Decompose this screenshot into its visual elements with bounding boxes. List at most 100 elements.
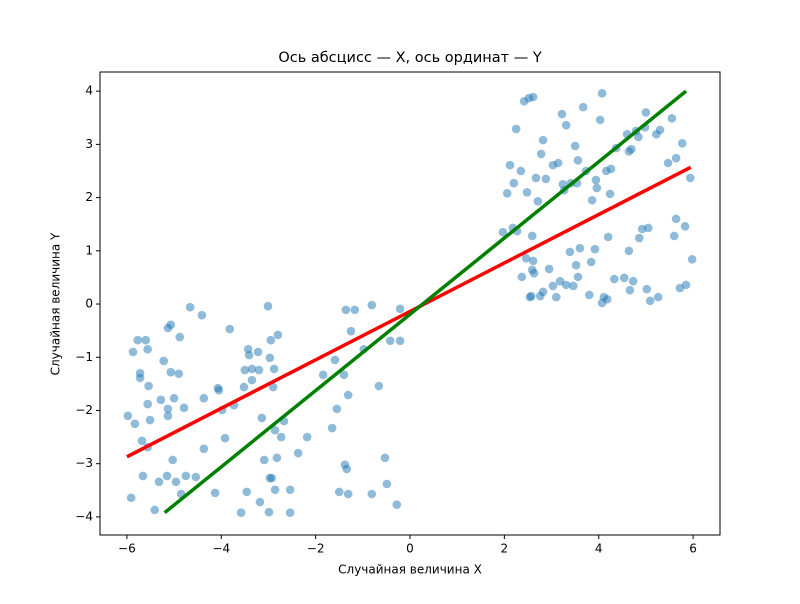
y-tick-label: 1 [85, 243, 93, 257]
point [565, 247, 575, 257]
point [162, 471, 172, 481]
point [168, 455, 177, 465]
y-axis-label: Случайная величина Y [49, 232, 63, 375]
point [254, 365, 264, 375]
x-tick-label: −6 [118, 542, 136, 556]
point [239, 382, 249, 392]
point [350, 305, 360, 315]
point [597, 88, 607, 98]
point [330, 355, 340, 365]
point [255, 497, 265, 507]
point [259, 455, 269, 465]
point [179, 403, 189, 413]
point [529, 268, 539, 278]
point [584, 290, 594, 300]
point [191, 472, 201, 482]
point [603, 232, 613, 242]
point [236, 508, 246, 517]
point [667, 114, 677, 123]
y-tick-label: −4 [75, 509, 93, 523]
point [635, 233, 644, 243]
point [272, 453, 282, 463]
point [538, 287, 548, 297]
point [334, 487, 344, 497]
point [150, 505, 160, 515]
point [269, 364, 279, 374]
point [240, 365, 250, 375]
point [169, 393, 179, 403]
point [605, 189, 615, 199]
point [526, 291, 536, 301]
point [145, 415, 155, 425]
point [343, 489, 353, 499]
point [385, 336, 395, 346]
point [126, 493, 136, 503]
point [137, 436, 147, 446]
point [516, 166, 526, 176]
trend-line [126, 165, 692, 459]
point [536, 149, 546, 159]
point [247, 364, 257, 374]
point [587, 195, 597, 205]
point [392, 500, 402, 509]
point [343, 390, 353, 400]
point [318, 370, 328, 380]
point [175, 332, 185, 342]
point [527, 231, 537, 241]
point [141, 335, 151, 345]
point [521, 253, 531, 263]
point [341, 305, 351, 315]
point [257, 413, 267, 423]
point [273, 330, 283, 340]
point [247, 375, 257, 385]
point [154, 477, 164, 487]
point [166, 367, 176, 377]
point [143, 344, 152, 354]
point [159, 356, 168, 366]
point [130, 419, 140, 429]
point [502, 189, 512, 198]
y-tick-label: 3 [85, 137, 93, 151]
point [681, 280, 691, 290]
point [687, 255, 697, 264]
point [561, 120, 571, 130]
point [268, 382, 278, 392]
point [166, 320, 176, 330]
point [265, 353, 275, 363]
point [541, 174, 551, 184]
point [123, 411, 133, 421]
point [171, 477, 181, 487]
point [553, 158, 563, 168]
point [509, 178, 519, 188]
point [263, 301, 273, 311]
point [270, 425, 280, 435]
point [163, 404, 173, 414]
point [625, 285, 635, 295]
point [128, 347, 138, 357]
point [395, 336, 405, 346]
point [573, 156, 583, 165]
chart-title: Ось абсцисс — X, ось ординат — Y [278, 50, 542, 66]
x-tick-label: 2 [501, 542, 509, 556]
plot-frame [99, 71, 721, 536]
point [264, 507, 274, 517]
point [293, 448, 303, 458]
point [367, 300, 377, 310]
point [244, 350, 254, 360]
point [610, 274, 619, 284]
point [220, 433, 230, 443]
point [671, 214, 681, 224]
point [591, 175, 601, 185]
point [570, 141, 580, 151]
point [551, 292, 561, 302]
point [606, 164, 616, 174]
point [602, 294, 612, 304]
x-tick-label: 6 [689, 542, 697, 556]
point [185, 302, 195, 312]
point [144, 381, 153, 391]
point [528, 92, 538, 102]
point [538, 135, 548, 145]
point [578, 102, 588, 112]
point [533, 197, 543, 206]
